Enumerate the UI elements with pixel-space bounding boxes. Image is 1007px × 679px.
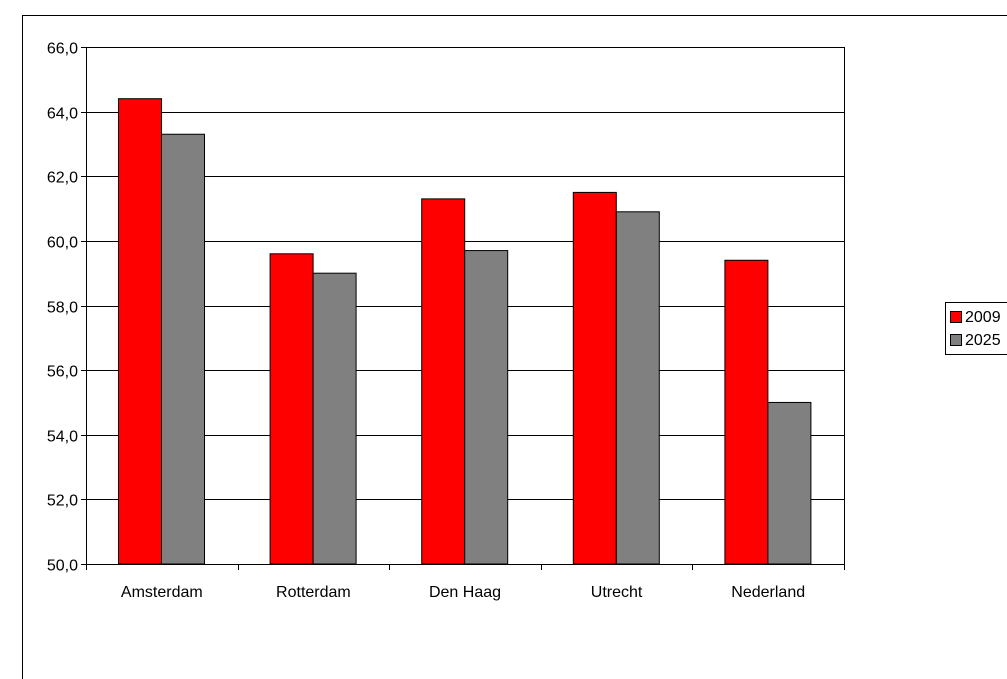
y-tick-label: 52,0 (47, 493, 78, 510)
legend-swatch-2025 (950, 334, 962, 346)
bar-2009-amsterdam (118, 98, 162, 565)
x-tick-label: Den Haag (429, 584, 501, 601)
bar-2025-amsterdam (161, 133, 205, 565)
y-tick-label: 56,0 (47, 364, 78, 381)
y-tick-label: 50,0 (47, 558, 78, 575)
legend: 2009 2025 (945, 302, 1007, 355)
legend-swatch-2009 (950, 311, 962, 323)
bars (118, 98, 812, 565)
x-tick-label: Nederland (731, 584, 805, 601)
legend-label: 2025 (965, 332, 1001, 349)
x-tick-label: Amsterdam (121, 584, 203, 601)
axes: 50,0 52,0 54,0 56,0 58,0 60,0 62,0 64,0 66,0 Amst… (47, 41, 845, 601)
x-tick-label: Rotterdam (276, 584, 351, 601)
y-tick-label: 64,0 (47, 106, 78, 123)
y-tick-label: 60,0 (47, 235, 78, 252)
bar-2025-utrecht (615, 211, 660, 565)
bar-2009-utrecht (572, 191, 617, 565)
bar-2009-den-haag (421, 198, 466, 565)
legend-label: 2009 (965, 309, 1001, 326)
x-tick-label: Utrecht (591, 584, 643, 601)
y-tick-label: 54,0 (47, 429, 78, 446)
y-tick-label: 58,0 (47, 300, 78, 317)
bar-2009-nederland (724, 259, 769, 565)
bar-2025-den-haag (464, 250, 509, 565)
bar-2009-rotterdam (269, 253, 314, 565)
y-tick-label: 66,0 (47, 41, 78, 58)
bar-2025-rotterdam (312, 272, 357, 565)
y-tick-label: 62,0 (47, 170, 78, 187)
bar-2025-nederland (767, 401, 812, 565)
